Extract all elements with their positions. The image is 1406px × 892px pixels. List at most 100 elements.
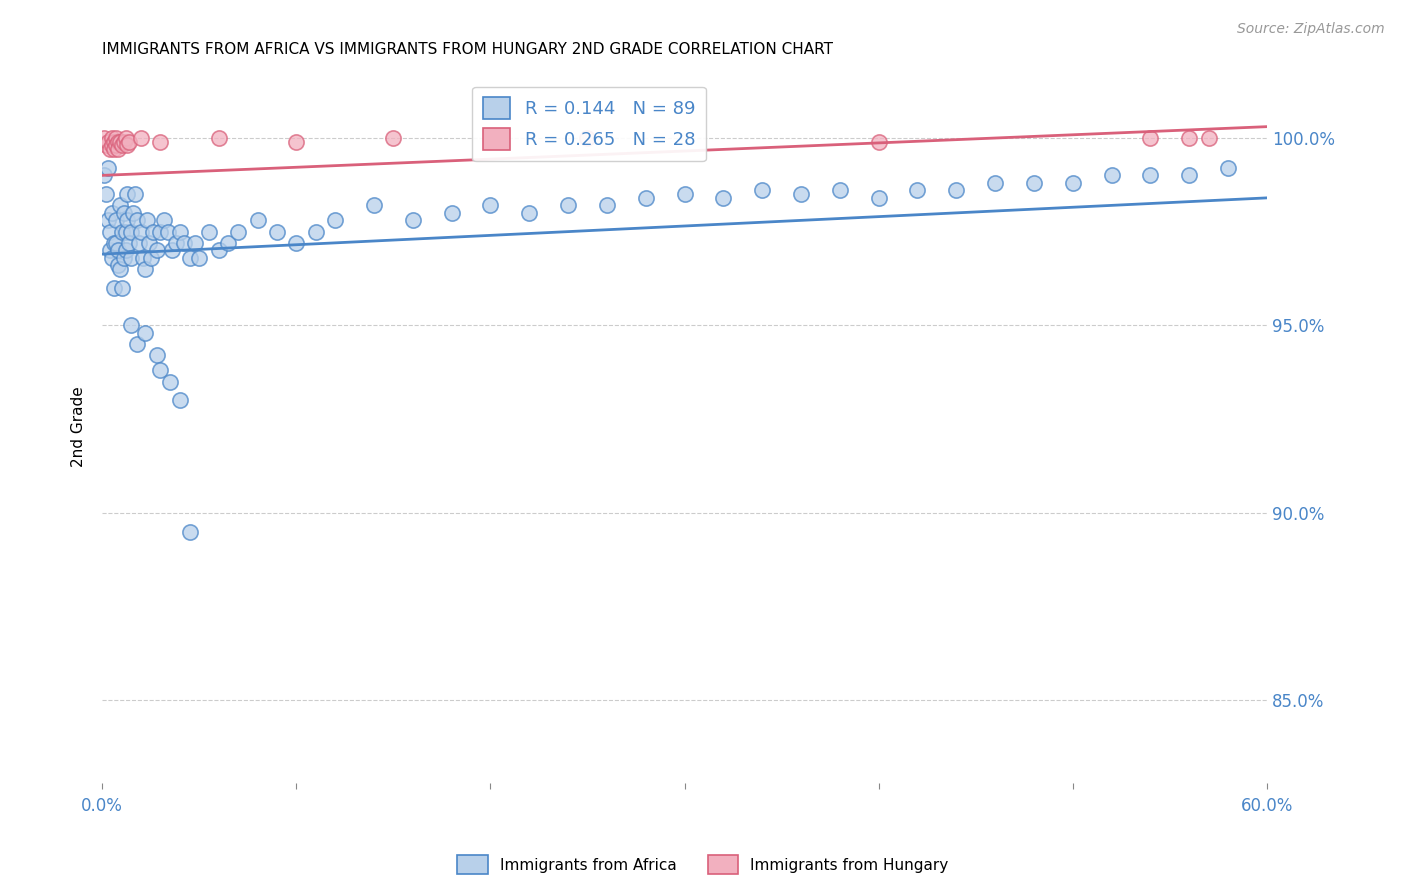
- Point: [103, 142, 125, 156]
- Point: [114, 244, 136, 258]
- Point: [101, 251, 124, 265]
- Point: [129, 225, 152, 239]
- Point: [188, 251, 211, 265]
- Point: [1139, 131, 1161, 145]
- Point: [127, 213, 149, 227]
- Point: [323, 213, 346, 227]
- Point: [945, 183, 967, 197]
- Point: [145, 348, 167, 362]
- Point: [149, 135, 172, 149]
- Point: [157, 225, 180, 239]
- Point: [111, 281, 134, 295]
- Point: [149, 363, 172, 377]
- Point: [1198, 131, 1220, 145]
- Point: [120, 251, 142, 265]
- Point: [576, 131, 599, 145]
- Point: [101, 206, 124, 220]
- Point: [1216, 161, 1239, 175]
- Point: [117, 187, 139, 202]
- Point: [198, 225, 221, 239]
- Point: [93, 169, 115, 183]
- Point: [134, 262, 156, 277]
- Point: [1139, 169, 1161, 183]
- Point: [226, 225, 249, 239]
- Point: [124, 187, 146, 202]
- Point: [104, 213, 127, 227]
- Point: [114, 131, 136, 145]
- Point: [122, 206, 145, 220]
- Point: [246, 213, 269, 227]
- Point: [134, 326, 156, 340]
- Point: [101, 131, 124, 145]
- Point: [402, 213, 425, 227]
- Point: [184, 235, 207, 250]
- Legend: Immigrants from Africa, Immigrants from Hungary: Immigrants from Africa, Immigrants from …: [451, 849, 955, 880]
- Point: [135, 213, 157, 227]
- Point: [149, 225, 172, 239]
- Point: [868, 135, 890, 149]
- Point: [142, 225, 165, 239]
- Point: [103, 281, 125, 295]
- Text: IMMIGRANTS FROM AFRICA VS IMMIGRANTS FROM HUNGARY 2ND GRADE CORRELATION CHART: IMMIGRANTS FROM AFRICA VS IMMIGRANTS FRO…: [103, 42, 834, 57]
- Point: [138, 235, 160, 250]
- Point: [118, 235, 141, 250]
- Y-axis label: 2nd Grade: 2nd Grade: [72, 386, 86, 467]
- Point: [97, 213, 120, 227]
- Point: [208, 131, 231, 145]
- Point: [128, 235, 150, 250]
- Point: [112, 206, 135, 220]
- Point: [98, 225, 121, 239]
- Point: [108, 198, 131, 212]
- Point: [104, 138, 127, 153]
- Point: [127, 337, 149, 351]
- Point: [112, 251, 135, 265]
- Point: [117, 138, 139, 153]
- Point: [217, 235, 239, 250]
- Point: [179, 251, 201, 265]
- Point: [94, 187, 117, 202]
- Point: [285, 135, 308, 149]
- Point: [120, 225, 142, 239]
- Point: [907, 183, 929, 197]
- Point: [153, 213, 176, 227]
- Text: Source: ZipAtlas.com: Source: ZipAtlas.com: [1237, 22, 1385, 37]
- Point: [208, 244, 231, 258]
- Legend: R = 0.144   N = 89, R = 0.265   N = 28: R = 0.144 N = 89, R = 0.265 N = 28: [472, 87, 706, 161]
- Point: [868, 191, 890, 205]
- Point: [139, 251, 162, 265]
- Point: [984, 176, 1007, 190]
- Point: [169, 225, 191, 239]
- Point: [107, 244, 129, 258]
- Point: [101, 138, 124, 153]
- Point: [1178, 169, 1201, 183]
- Point: [104, 235, 127, 250]
- Point: [179, 524, 201, 539]
- Point: [828, 183, 851, 197]
- Point: [112, 135, 135, 149]
- Point: [160, 244, 183, 258]
- Point: [103, 135, 125, 149]
- Point: [596, 198, 619, 212]
- Point: [751, 183, 773, 197]
- Point: [145, 244, 167, 258]
- Point: [108, 262, 131, 277]
- Point: [129, 131, 152, 145]
- Point: [557, 198, 579, 212]
- Point: [479, 198, 502, 212]
- Point: [159, 375, 181, 389]
- Point: [98, 142, 121, 156]
- Point: [285, 235, 308, 250]
- Point: [440, 206, 463, 220]
- Point: [1178, 131, 1201, 145]
- Point: [103, 235, 125, 250]
- Point: [114, 225, 136, 239]
- Point: [111, 138, 134, 153]
- Point: [98, 244, 121, 258]
- Point: [107, 142, 129, 156]
- Point: [1022, 176, 1045, 190]
- Point: [711, 191, 734, 205]
- Point: [790, 187, 813, 202]
- Point: [165, 235, 187, 250]
- Point: [363, 198, 385, 212]
- Point: [382, 131, 405, 145]
